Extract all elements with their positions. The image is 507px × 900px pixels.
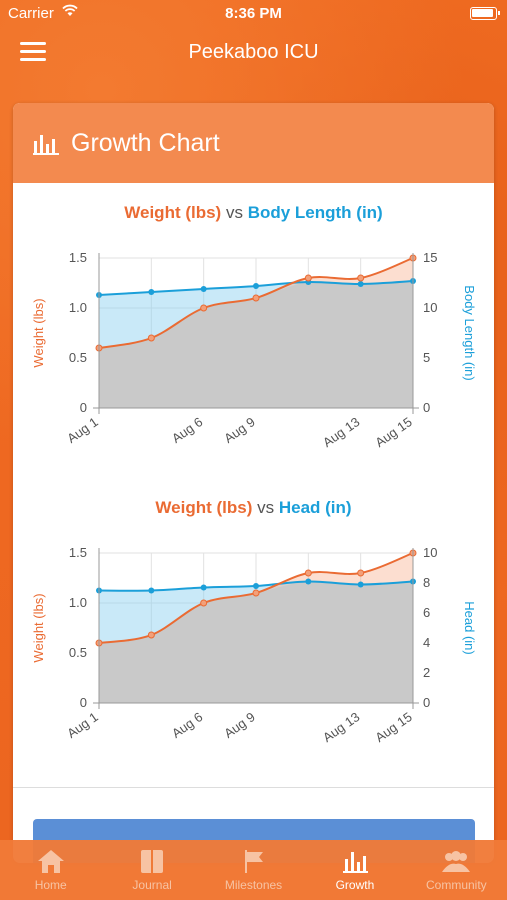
y2-tick-label: 10 [423,545,437,560]
y-tick-label: 1.0 [69,300,87,315]
series-2-point [305,578,312,585]
chart-1-title: Weight (lbs) vs Body Length (in) [13,203,494,223]
chart-2-title-right: Head (in) [278,498,352,517]
y2-tick-label: 4 [423,635,430,650]
y-tick-label: 0.5 [69,350,87,365]
y2-tick-label: 10 [423,300,437,315]
x-tick-label: Aug 15 [372,709,414,745]
y2-tick-label: 0 [423,695,430,710]
tab-milestones[interactable]: Milestones [203,840,304,900]
series-1-point [357,274,365,282]
series-1-point [252,589,260,597]
x-tick-label: Aug 6 [169,414,205,446]
tab-journal-label: Journal [132,878,172,892]
y-tick-label: 0.5 [69,645,87,660]
weight-vs-head-chart: 0 0.5 1.0 1.5 0 2 4 6 8 10 Aug 1 Aug 6 Aug 9 Aug 13 Au… [31,545,477,745]
tab-journal[interactable]: Journal [101,840,202,900]
y-tick-label: 1.0 [69,595,87,610]
wifi-icon [62,4,78,16]
x-tick-label: Aug 13 [320,414,362,450]
y2-tick-label: 2 [423,665,430,680]
y-axis-title: Weight (lbs) [31,298,46,367]
y2-tick-label: 0 [423,400,430,415]
y2-axis-title: Body Length (in) [462,285,477,380]
chart-2-title-vs: vs [257,498,275,517]
series-2-point [357,281,364,287]
x-tick-label: Aug 13 [320,709,362,745]
hamburger-menu-button[interactable] [20,42,46,62]
series-2-point [148,587,155,594]
chart-2-title-left: Weight (lbs) [155,498,253,517]
series-2-point [357,581,364,588]
series-1-point [200,599,208,607]
series-1-point [147,334,155,342]
series-1-point [357,569,365,577]
y2-tick-label: 8 [423,575,430,590]
overlap-area [99,281,413,408]
nav-bar: Peekaboo ICU [0,28,507,78]
weight-vs-length-chart: 0 0.5 1.0 1.5 0 5 10 15 Aug 1 Aug 6 Aug 9 Aug 13 Aug… [31,250,477,450]
y2-tick-label: 5 [423,350,430,365]
tab-bar: Home Journal Milestones Growth [0,840,507,900]
community-icon [442,851,471,872]
y-tick-label: 0 [80,695,87,710]
x-tick-label: Aug 15 [372,414,414,450]
series-2-point [253,583,259,589]
x-tick-label: Aug 9 [221,414,257,446]
series-2-point [253,283,259,289]
card-header: Growth Chart [13,103,494,183]
chart-1-title-vs: vs [225,203,243,222]
home-icon [37,850,64,873]
series-1-point [147,631,155,639]
y2-tick-label: 6 [423,605,430,620]
x-tick-label: Aug 1 [64,709,100,741]
tab-community[interactable]: Community [406,840,507,900]
x-tick-label: Aug 6 [169,709,205,741]
status-time: 8:36 PM [225,5,282,22]
bar-chart-icon [33,135,59,155]
tab-home-label: Home [34,878,67,892]
tab-home[interactable]: Home [0,840,101,900]
y2-axis-title: Head (in) [462,601,477,654]
tab-growth[interactable]: Growth [304,840,405,900]
series-1-point [304,274,312,282]
app-title: Peekaboo ICU [188,41,319,63]
chart-2-title: Weight (lbs) vs Head (in) [13,498,494,518]
growth-chart-card: Growth Chart Weight (lbs) vs Body Length… [13,103,494,863]
battery-icon [470,7,500,20]
carrier-label: Carrier [8,5,54,22]
series-2-point [200,286,207,292]
y-tick-label: 1.5 [69,545,87,560]
y2-tick-label: 15 [423,250,437,265]
card-title: Growth Chart [71,128,220,157]
y-tick-label: 0 [80,400,87,415]
flag-icon [244,850,263,873]
x-tick-label: Aug 1 [64,414,100,446]
growth-chart-icon [342,852,368,873]
status-bar: Carrier 8:36 PM [0,0,507,28]
x-tick-label: Aug 9 [221,709,257,741]
series-1-point [200,304,208,312]
y-axis-title: Weight (lbs) [31,593,46,662]
series-1-point [304,569,312,577]
divider [13,787,494,788]
chart-1-title-right: Body Length (in) [247,203,383,222]
overlap-area [99,581,413,703]
tab-milestones-label: Milestones [224,878,283,892]
tab-community-label: Community [425,878,487,892]
series-1-point [252,294,260,302]
y-tick-label: 1.5 [69,250,87,265]
series-2-point [148,289,155,295]
journal-icon [141,850,164,873]
series-2-point [200,584,207,591]
chart-1-title-left: Weight (lbs) [124,203,222,222]
tab-growth-label: Growth [335,878,375,892]
